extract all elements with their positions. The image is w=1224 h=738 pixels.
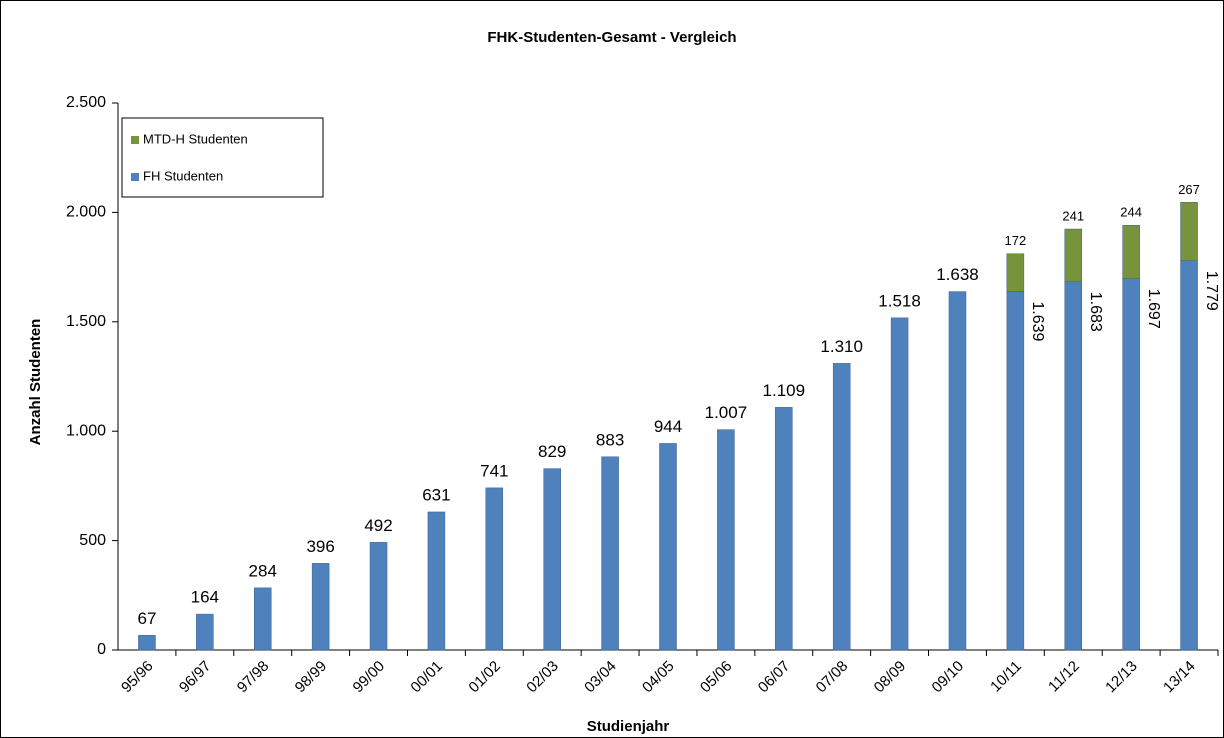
value-label: 67 xyxy=(137,609,156,628)
value-label: 1.779 xyxy=(1203,271,1220,311)
y-tick-label: 500 xyxy=(79,532,106,549)
value-label: 1.683 xyxy=(1087,292,1104,332)
value-label: 1.639 xyxy=(1029,301,1046,341)
bar-segment xyxy=(138,635,156,651)
legend-label: FH Studenten xyxy=(143,168,223,183)
y-axis-title: Anzahl Studenten xyxy=(27,319,44,446)
bar-segment xyxy=(311,563,330,651)
bar-segment xyxy=(1006,253,1025,292)
bar-segment xyxy=(485,487,504,651)
bar-segment xyxy=(369,542,388,651)
bar-segment xyxy=(601,456,619,651)
y-tick-label: 0 xyxy=(97,641,106,658)
value-label: 1.518 xyxy=(878,291,921,310)
value-label: 883 xyxy=(596,430,624,449)
legend-box xyxy=(121,117,324,198)
value-label: 267 xyxy=(1178,182,1200,197)
bar-segment xyxy=(775,407,793,651)
value-label: 944 xyxy=(654,417,682,436)
bar-segment xyxy=(1180,202,1198,262)
value-label: 396 xyxy=(306,537,334,556)
y-tick-label: 2.500 xyxy=(66,94,106,111)
legend-label: MTD-H Studenten xyxy=(143,131,248,146)
value-label: 284 xyxy=(249,561,277,580)
bar-segment xyxy=(1180,260,1198,651)
x-axis-title: Studienjahr xyxy=(587,718,670,735)
bar-segment xyxy=(1122,278,1140,651)
value-label: 1.007 xyxy=(705,403,748,422)
value-label: 244 xyxy=(1120,205,1142,220)
value-label: 1.638 xyxy=(936,265,979,284)
value-label: 1.109 xyxy=(763,381,806,400)
legend-swatch xyxy=(131,173,139,181)
y-tick-label: 1.000 xyxy=(66,422,106,439)
bar-segment xyxy=(543,468,561,651)
y-tick-label: 2.000 xyxy=(66,204,106,221)
value-label: 492 xyxy=(364,516,392,535)
value-label: 241 xyxy=(1062,208,1084,223)
value-label: 829 xyxy=(538,442,566,461)
bar-segment xyxy=(427,511,446,651)
chart-title: FHK-Studenten-Gesamt - Vergleich xyxy=(487,29,736,46)
value-label: 741 xyxy=(480,461,508,480)
bar-segment xyxy=(948,291,967,651)
bar-segment xyxy=(253,587,272,651)
legend-swatch xyxy=(131,136,139,144)
value-label: 631 xyxy=(422,485,450,504)
bar-segment xyxy=(717,429,735,651)
value-label: 1.697 xyxy=(1145,289,1162,329)
bar-segment xyxy=(1064,281,1083,651)
bar-segment xyxy=(659,443,677,651)
bar-segment xyxy=(1006,291,1025,651)
y-tick-label: 1.500 xyxy=(66,313,106,330)
bar-segment xyxy=(196,613,214,651)
bar-segment xyxy=(1122,225,1140,279)
value-label: 1.310 xyxy=(820,337,863,356)
value-label: 164 xyxy=(191,588,219,607)
bar-segment xyxy=(1064,228,1083,283)
bar-segment xyxy=(890,317,909,651)
value-label: 172 xyxy=(1005,233,1027,248)
bar-segment xyxy=(832,363,851,651)
